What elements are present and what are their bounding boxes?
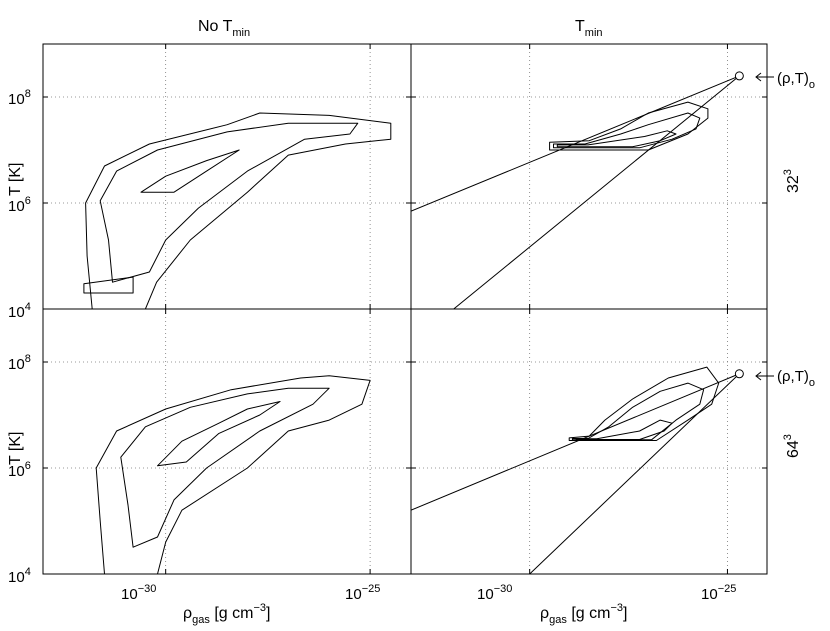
ytick-label-1e6-top: 106 — [8, 195, 31, 215]
ylabel-top: T [K] — [7, 163, 24, 197]
annotation-bottom: (ρ,T)o — [777, 368, 815, 389]
panel-1 — [42, 43, 412, 310]
row-label-32: 323 — [782, 169, 802, 193]
contour-outer-0 — [95, 375, 371, 574]
xtick-label-1e-30-left: 10−30 — [121, 583, 156, 603]
column-title-no-tmin: No Tmin — [198, 18, 250, 39]
xlabel-left: ρgas [g cm−3] — [183, 602, 270, 626]
column-title-tmin: Tmin — [575, 18, 603, 39]
panel-frame — [410, 43, 768, 310]
panel-2 — [410, 43, 768, 310]
panel-4 — [410, 308, 768, 575]
annotation-top: (ρ,T)o — [777, 70, 815, 91]
panels — [42, 43, 768, 575]
panel-frame — [410, 308, 768, 575]
annotation-arrow-bottom — [755, 371, 774, 381]
contour-outer-0 — [85, 112, 392, 309]
contour-outer-0 — [568, 366, 720, 441]
contour-middle-1 — [99, 122, 359, 283]
contour-middle-1 — [120, 387, 330, 548]
origin-marker — [734, 369, 744, 379]
contour-middle-1 — [553, 112, 701, 149]
ytick-label-1e8-top: 108 — [8, 88, 31, 108]
panel-3 — [42, 308, 412, 575]
contour-inner-2 — [140, 149, 240, 193]
contour-inner-3 — [83, 276, 134, 294]
annotation-arrow-top — [755, 72, 774, 82]
ylabel-bottom: T [K] — [7, 432, 24, 466]
ytick-label-1e4-bottom: 104 — [8, 566, 31, 586]
panel-frame — [42, 43, 412, 310]
contour-outer-0 — [549, 101, 709, 151]
xtick-label-1e-25-right: 10−25 — [701, 583, 736, 603]
contour-inner-2 — [556, 130, 677, 148]
ytick-label-1e8-bottom: 108 — [8, 353, 31, 373]
xlabel-right: ρgas [g cm−3] — [540, 602, 627, 626]
tmin-line-0 — [411, 75, 740, 212]
origin-marker — [734, 71, 744, 81]
ytick-label-1e6-bottom: 106 — [8, 460, 31, 480]
tmin-line-0 — [411, 373, 740, 511]
contour-inner-2 — [575, 419, 673, 440]
xtick-label-1e-30-right: 10−30 — [477, 583, 512, 603]
tmin-line-1 — [529, 373, 740, 574]
xtick-label-1e-25-left: 10−25 — [345, 583, 380, 603]
panel-frame — [42, 308, 412, 575]
ytick-label-1e4-top: 104 — [8, 301, 31, 321]
row-label-64: 643 — [782, 434, 802, 458]
tmin-line-1 — [453, 75, 740, 309]
contour-inner-2 — [157, 401, 281, 467]
